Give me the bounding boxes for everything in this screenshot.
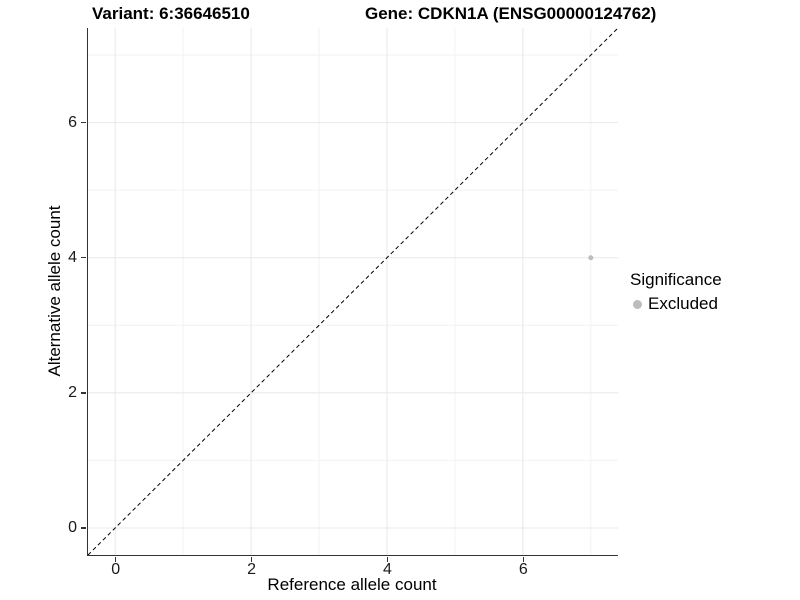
x-tick-mark [250,556,253,562]
y-tick-mark [80,527,86,529]
y-tick-mark [80,256,86,259]
legend: Significance Excluded [630,270,722,314]
x-tick-label: 0 [111,561,121,578]
x-tick-mark [114,556,117,562]
plot-title-gene: Gene: CDKN1A (ENSG00000124762) [365,4,657,23]
x-tick-label: 2 [247,561,257,578]
x-tick-label: 6 [518,561,528,578]
x-tick-label: 4 [383,561,392,578]
plot-canvas [88,28,618,555]
legend-point-icon [633,299,642,309]
legend-item-label: Excluded [648,294,718,313]
x-axis-title: Reference allele count [267,575,437,594]
y-tick-label: 2 [68,383,77,401]
y-tick-label: 0 [68,518,77,536]
legend-item-excluded: Excluded [630,294,722,314]
y-tick-mark [80,392,86,394]
x-tick-mark [522,556,525,562]
x-tick-mark [386,556,389,562]
y-tick-mark [80,121,86,124]
legend-title: Significance [630,270,722,289]
identity-line [88,28,618,555]
y-tick-label: 6 [68,113,77,131]
y-tick-label: 4 [68,248,77,266]
y-axis-title: Alternative allele count [45,205,64,377]
plot-title-variant: Variant: 6:36646510 [92,4,250,23]
plot-panel [87,28,618,556]
data-point [588,255,594,261]
